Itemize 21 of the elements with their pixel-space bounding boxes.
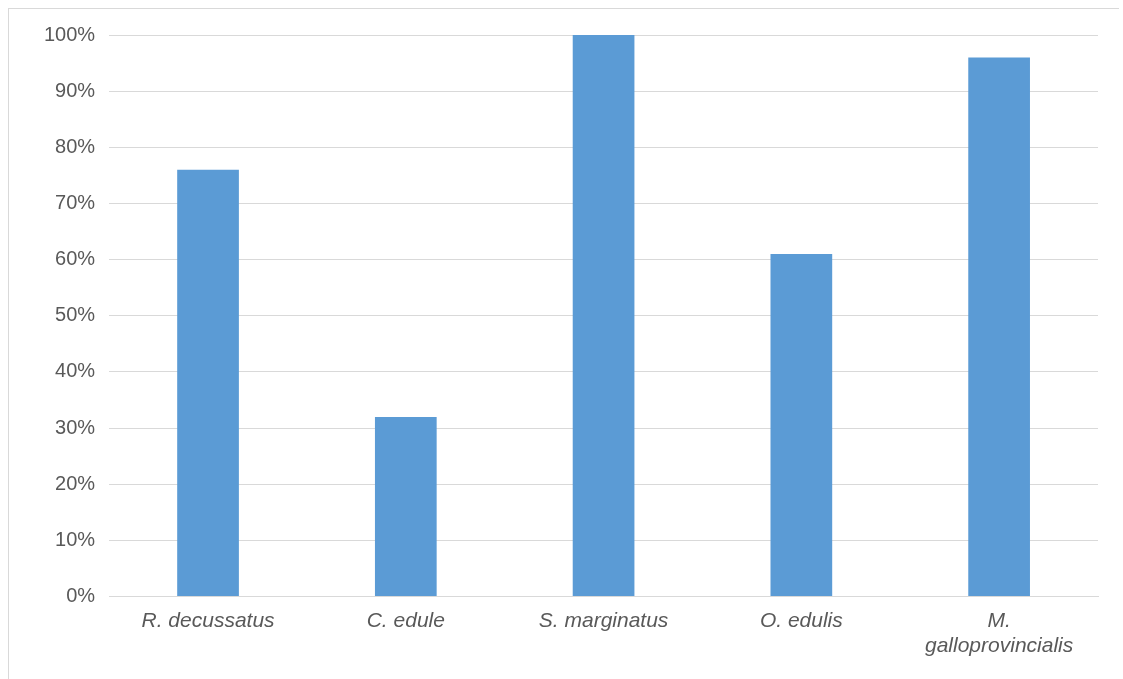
y-tick-label: 40% — [55, 359, 96, 382]
x-tick-label: M. galloprovincialis — [924, 608, 1074, 657]
y-tick-label: 80% — [55, 134, 96, 157]
bar — [374, 416, 437, 597]
y-tick-label: 50% — [55, 303, 96, 326]
y-tick-label: 100% — [44, 22, 96, 45]
bar — [572, 35, 635, 597]
x-tick-label: S. marginatus — [538, 608, 669, 632]
y-tick-label: 60% — [55, 247, 96, 270]
y-tick-label: 0% — [66, 584, 96, 607]
y-tick-label: 30% — [55, 415, 96, 438]
bar — [968, 57, 1030, 597]
x-tick-label: O. edulis — [759, 608, 844, 632]
y-tick-label: 90% — [55, 78, 96, 101]
bar — [770, 254, 833, 597]
y-tick-label: 20% — [55, 471, 96, 494]
bar — [177, 169, 239, 597]
x-tick-label: C. edule — [366, 608, 445, 632]
y-tick-label: 70% — [55, 191, 96, 213]
x-tick-label: R. decussatus — [141, 608, 276, 632]
y-tick-label: 10% — [55, 527, 96, 550]
